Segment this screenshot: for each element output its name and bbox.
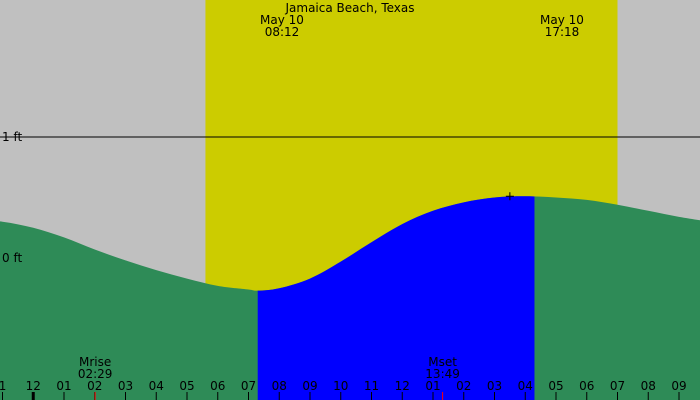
x-tick-label: 06 [210,379,225,393]
chart-header: Jamaica Beach, Texas May 10 08:12 May 10… [260,1,584,39]
y-gridlines: 1 ft 0 ft [0,130,700,265]
x-tick-label: 07 [610,379,625,393]
x-tick-label: 04 [518,379,533,393]
tide-highlight-area [257,196,535,400]
x-tick-label: 04 [149,379,164,393]
sunset-time: 17:18 [545,25,580,39]
sunset-date: May 10 [540,13,584,27]
sunrise-date: May 10 [260,13,304,27]
x-tick-label: 09 [671,379,686,393]
x-tick-label: 12 [395,379,410,393]
sunrise-time: 08:12 [265,25,300,39]
chart-title: Jamaica Beach, Texas [284,1,414,15]
x-axis: 1 12 01 02 03 04 05 06 07 08 09 10 11 12 01 02 03 04 05 06 0… [0,379,687,400]
x-tick-label: 05 [548,379,563,393]
moon-event-time: 13:49 [425,367,460,381]
x-tick-label: 10 [333,379,348,393]
x-tick-label: 1 [0,379,6,393]
y-tick-label: 0 ft [2,251,22,265]
y-tick-label: 1 ft [2,130,22,144]
x-tick-label: 02 [456,379,471,393]
x-tick-label: 06 [579,379,594,393]
x-tick-label: 11 [364,379,379,393]
x-tick-label: 08 [272,379,287,393]
x-tick-label: 05 [179,379,194,393]
moon-event-name: Mrise [79,355,111,369]
midnight-marker [31,392,35,400]
x-tick-label: 03 [487,379,502,393]
x-tick-label: 02 [87,379,102,393]
x-tick-label: 03 [118,379,133,393]
x-tick-label: 07 [241,379,256,393]
high-tide-marker [505,192,514,201]
x-tick-label: 01 [425,379,440,393]
moon-event-time: 02:29 [78,367,113,381]
x-tick-label: 08 [641,379,656,393]
moon-event-name: Mset [428,355,457,369]
x-tick-label: 09 [302,379,317,393]
x-tick-label: 01 [56,379,71,393]
x-tick-label: 12 [26,379,41,393]
